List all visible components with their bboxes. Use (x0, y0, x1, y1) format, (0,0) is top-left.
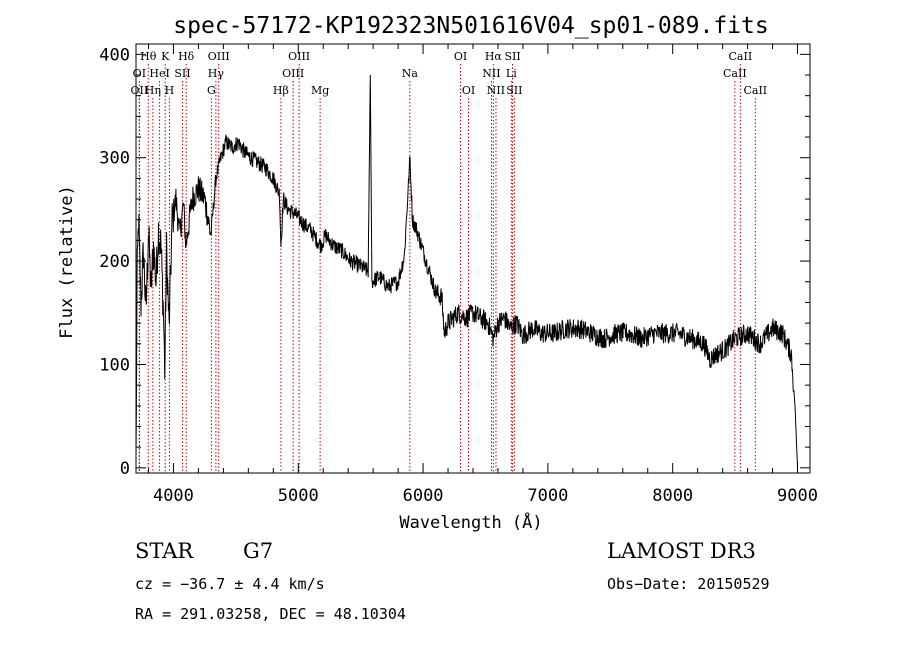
x-tick-label: 9000 (777, 486, 818, 506)
line-marker-label: CaII (743, 84, 767, 97)
survey-name: LAMOST DR3 (607, 539, 756, 563)
y-tick-label: 0 (120, 459, 130, 479)
line-marker-label: NII (482, 67, 500, 80)
plot-frame (135, 43, 811, 474)
line-marker-label: Na (402, 67, 419, 80)
line-marker-label: NII (487, 84, 505, 97)
x-axis-label: Wavelength (Å) (399, 511, 542, 533)
x-tick-label: 8000 (652, 486, 693, 506)
line-marker-label: OIII (282, 67, 304, 80)
line-marker-label: Hη (145, 84, 161, 97)
x-tick-label: 7000 (527, 486, 568, 506)
x-tick-label: 6000 (403, 486, 444, 506)
line-marker-label: Hβ (273, 84, 289, 97)
object-class: STAR (135, 539, 194, 563)
line-marker-label: G (207, 84, 216, 97)
line-marker-label: OIII (288, 50, 310, 63)
line-marker-label: Hθ (140, 50, 157, 63)
line-marker-label: SII (506, 84, 522, 97)
x-tick-label: 5000 (278, 486, 319, 506)
line-marker-label: K (161, 50, 170, 63)
observation-date: Obs−Date: 20150529 (607, 575, 770, 593)
spectrum-line (135, 74, 798, 468)
y-axis-ticks: 0 100 200 300 400 (99, 45, 810, 479)
line-marker-label: HeI (149, 67, 169, 80)
line-marker-label: CaII (729, 50, 753, 63)
line-markers (138, 64, 756, 473)
y-tick-label: 100 (99, 355, 130, 375)
coordinates: RA = 291.03258, DEC = 48.10304 (135, 605, 406, 623)
line-marker-label: OI (462, 84, 475, 97)
y-axis-label: Flux (relative) (57, 185, 77, 339)
x-axis-ticks: 4000 5000 6000 7000 8000 9000 (147, 44, 818, 506)
line-marker-label: OIII (208, 50, 230, 63)
line-marker-labels: OII OI Hθ Hη HeI K H SII Hδ G Hγ OIII Hβ OIII OIII Mg Na… (131, 50, 768, 97)
y-tick-label: 200 (99, 252, 130, 272)
line-marker-label: Hδ (178, 50, 195, 63)
line-marker-label: OI (454, 50, 467, 63)
line-marker-label: OI (133, 67, 146, 80)
line-marker-label: SII (174, 67, 190, 80)
line-marker-label: Mg (311, 84, 329, 97)
line-marker-label: Hα (485, 50, 503, 63)
y-tick-label: 300 (99, 149, 130, 169)
line-marker-label: Hγ (208, 67, 225, 80)
chart-title: spec-57172-KP192323N501616V04_sp01-089.f… (173, 13, 768, 39)
redshift-cz: cz = −36.7 ± 4.4 km/s (135, 575, 325, 593)
line-marker-label: SII (504, 50, 520, 63)
y-tick-label: 400 (99, 45, 130, 65)
line-marker-label: CaII (723, 67, 747, 80)
object-subclass: G7 (243, 539, 273, 563)
x-tick-label: 4000 (153, 486, 194, 506)
line-marker-label: Li (506, 67, 517, 80)
line-marker-label: OII (131, 84, 149, 97)
line-marker-label: H (165, 84, 175, 97)
